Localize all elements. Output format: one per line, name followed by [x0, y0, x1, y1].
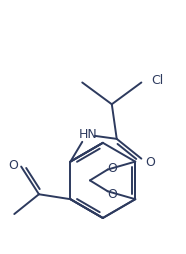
Text: HN: HN: [79, 128, 97, 141]
Text: O: O: [8, 158, 18, 171]
Text: O: O: [145, 155, 155, 168]
Text: O: O: [108, 161, 118, 174]
Text: Cl: Cl: [151, 74, 163, 87]
Text: O: O: [108, 187, 118, 200]
